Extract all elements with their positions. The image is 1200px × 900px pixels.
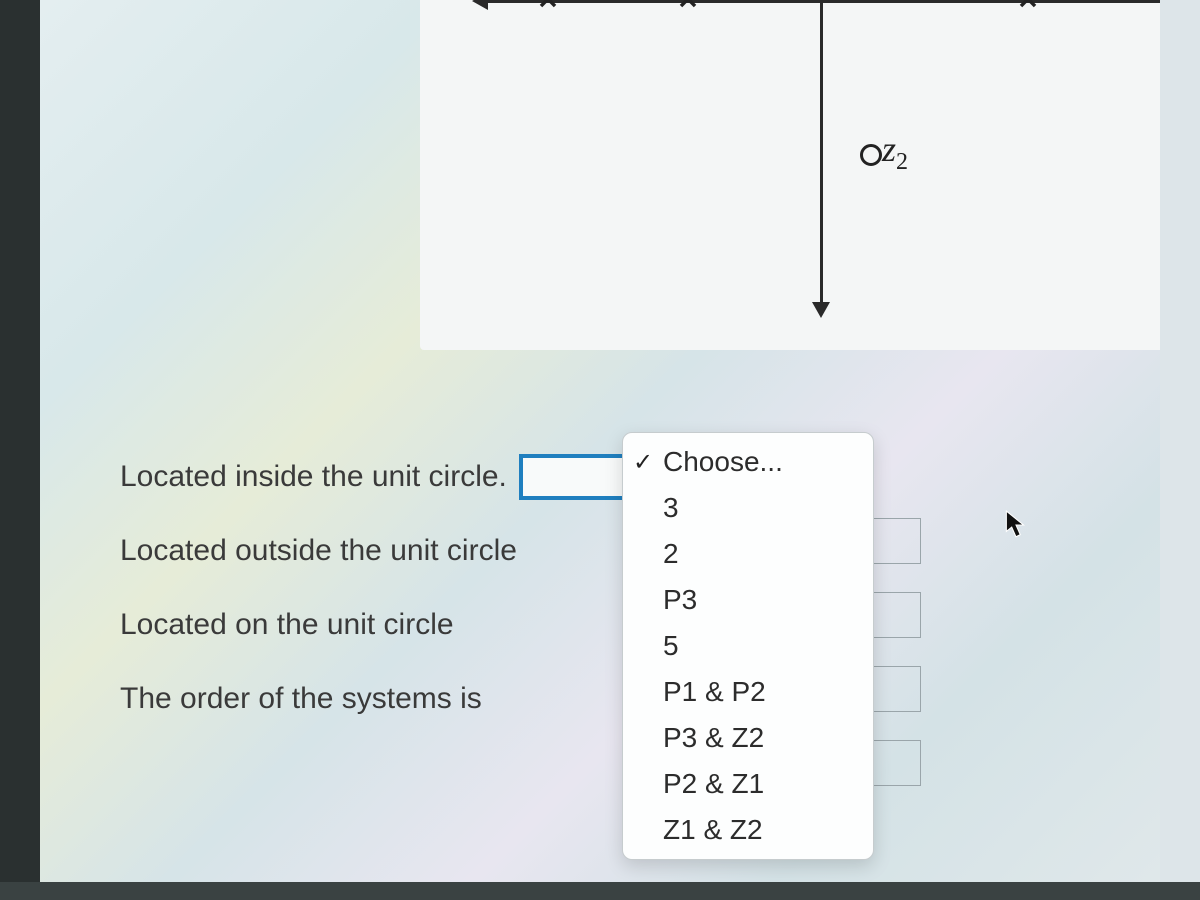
prompt-row: Located inside the unit circle. [120, 440, 1120, 514]
dropdown-option-label: 5 [663, 630, 679, 662]
select-outline [870, 666, 921, 712]
prompt-label-inside: Located inside the unit circle. [120, 460, 507, 494]
cursor-icon [1005, 510, 1027, 540]
x-mark-icon: ✕ [677, 0, 699, 16]
dropdown-menu[interactable]: ✓ Choose... 3 2 P3 5 P1 & P2 P3 & Z2 P2 … [622, 432, 874, 860]
dropdown-option-label: Choose... [663, 446, 783, 478]
dropdown-option-label: P1 & P2 [663, 676, 766, 708]
prompt-row: The order of the systems is [120, 662, 1120, 736]
x-mark-icon: ✕ [537, 0, 559, 16]
dropdown-option-p3[interactable]: P3 [623, 577, 873, 623]
z2-label-sub: 2 [896, 149, 908, 175]
dropdown-option-z1z2[interactable]: Z1 & Z2 [623, 807, 873, 853]
dropdown-option-label: P3 & Z2 [663, 722, 764, 754]
arrow-down-icon [812, 302, 830, 318]
dropdown-option-5[interactable]: 5 [623, 623, 873, 669]
dropdown-option-label: Z1 & Z2 [663, 814, 763, 846]
select-outline [870, 518, 921, 564]
dropdown-option-label: P3 [663, 584, 697, 616]
dropdown-option-p2z1[interactable]: P2 & Z1 [623, 761, 873, 807]
prompts-list: Located inside the unit circle. Located … [120, 440, 1120, 736]
dropdown-option-3[interactable]: 3 [623, 485, 873, 531]
window-edge-bottom [0, 882, 1200, 900]
z2-label-main: z [882, 129, 896, 169]
dropdown-option-2[interactable]: 2 [623, 531, 873, 577]
prompt-label-outside: Located outside the unit circle [120, 534, 517, 568]
arrow-left-icon [472, 0, 488, 10]
pole-zero-diagram: ✕ ✕ ✕ z2 [420, 0, 1160, 350]
prompt-label-order: The order of the systems is [120, 682, 482, 716]
axis-vertical [820, 0, 823, 310]
dropdown-option-label: 2 [663, 538, 679, 570]
zero-marker-icon [860, 144, 882, 166]
prompt-label-on: Located on the unit circle [120, 608, 454, 642]
select-outline [870, 740, 921, 786]
dropdown-option-label: 3 [663, 492, 679, 524]
content-area: ✕ ✕ ✕ z2 Located inside the unit circle.… [40, 0, 1160, 900]
prompt-row: Located outside the unit circle [120, 514, 1120, 588]
z2-label: z2 [882, 128, 908, 176]
prompt-row: Located on the unit circle [120, 588, 1120, 662]
dropdown-option-choose[interactable]: ✓ Choose... [623, 439, 873, 485]
dropdown-option-p1p2[interactable]: P1 & P2 [623, 669, 873, 715]
dropdown-option-p3z2[interactable]: P3 & Z2 [623, 715, 873, 761]
window-edge-left [0, 0, 40, 900]
x-mark-icon: ✕ [1017, 0, 1039, 16]
select-outline [870, 592, 921, 638]
check-icon: ✓ [633, 448, 653, 477]
dropdown-option-label: P2 & Z1 [663, 768, 764, 800]
